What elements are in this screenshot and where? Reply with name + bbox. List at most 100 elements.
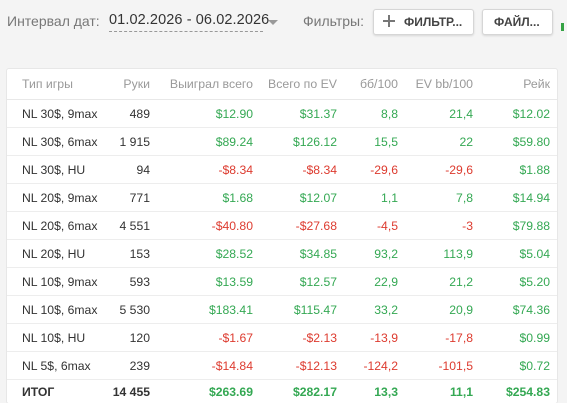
- rake-cell: $59.80: [512, 134, 550, 149]
- table-row[interactable]: NL 30$, 6max 1 915 $89.24 $126.12 15,5 2…: [7, 128, 557, 156]
- bb100-cell: 8,8: [381, 106, 398, 121]
- table-row[interactable]: NL 5$, 6max 239 -$14.84 -$12.13 -124,2 -…: [7, 352, 557, 380]
- won-total-cell: -$8.34: [218, 162, 253, 177]
- total-label: ИТОГ: [22, 385, 55, 399]
- won-total-cell: -$14.84: [211, 358, 253, 373]
- bb100-cell: 1,1: [381, 190, 398, 205]
- rake-cell: $12.02: [512, 106, 550, 121]
- chevron-down-icon[interactable]: [268, 20, 278, 25]
- table-row[interactable]: NL 10$, 6max 5 530 $183.41 $115.47 33,2 …: [7, 296, 557, 324]
- hands-cell: 771: [129, 190, 150, 205]
- game-type-cell: NL 20$, 6max: [22, 218, 98, 233]
- toolbar: Интервал дат: 01.02.2026 - 06.02.2026 Фи…: [0, 0, 567, 46]
- date-range-underline: [109, 31, 263, 32]
- total-ev: $282.17: [292, 385, 337, 399]
- table-row[interactable]: NL 30$, HU 94 -$8.34 -$8.34 -29,6 -29,6 …: [7, 156, 557, 184]
- ev-total-cell: -$12.13: [295, 358, 337, 373]
- ev-bb100-cell: -17,8: [445, 330, 473, 345]
- ev-total-cell: $115.47: [293, 302, 337, 317]
- hands-cell: 120: [129, 330, 150, 345]
- total-hands: 14 455: [112, 385, 150, 399]
- hands-cell: 94: [136, 162, 150, 177]
- game-type-cell: NL 30$, 9max: [22, 106, 98, 121]
- ev-bb100-cell: -101,5: [438, 358, 473, 373]
- ev-total-cell: $34.85: [299, 246, 337, 261]
- ev-bb100-cell: -29,6: [445, 162, 473, 177]
- rake-cell: $5.04: [519, 246, 551, 261]
- ev-bb100-cell: 7,8: [456, 190, 473, 205]
- game-type-cell: NL 5$, 6max: [22, 358, 91, 373]
- table-row[interactable]: NL 20$, 6max 4 551 -$40.80 -$27.68 -4,5 …: [7, 212, 557, 240]
- stats-table: Тип игры Руки Выиграл всего Всего по EV …: [7, 69, 557, 403]
- rake-cell: $14.94: [512, 190, 550, 205]
- hands-cell: 593: [129, 274, 150, 289]
- total-row: ИТОГ 14 455 $263.69 $282.17 13,3 11,1 $2…: [7, 380, 557, 403]
- game-type-cell: NL 10$, 6max: [22, 302, 98, 317]
- won-total-cell: $28.52: [215, 246, 253, 261]
- hands-cell: 153: [129, 246, 150, 261]
- ev-bb100-cell: 22: [459, 134, 473, 149]
- ev-total-cell: -$2.13: [302, 330, 337, 345]
- game-type-cell: NL 20$, 9max: [22, 190, 98, 205]
- stats-card: Тип игры Руки Выиграл всего Всего по EV …: [7, 69, 557, 403]
- header-bb100[interactable]: бб/100: [359, 77, 398, 91]
- bb100-cell: 33,2: [374, 302, 398, 317]
- ev-total-cell: $12.57: [299, 274, 337, 289]
- ev-total-cell: $12.07: [299, 190, 337, 205]
- bb100-cell: -124,2: [363, 358, 398, 373]
- header-won-total[interactable]: Выиграл всего: [169, 77, 253, 91]
- bb100-cell: -29,6: [370, 162, 398, 177]
- won-total-cell: -$40.80: [211, 218, 253, 233]
- rake-cell: $5.20: [519, 274, 551, 289]
- header-game-type[interactable]: Тип игры: [22, 77, 73, 91]
- table-row[interactable]: NL 20$, 9max 771 $1.68 $12.07 1,1 7,8 $1…: [7, 184, 557, 212]
- bb100-cell: 93,2: [374, 246, 398, 261]
- header-ev-total[interactable]: Всего по EV: [268, 77, 337, 91]
- header-rake[interactable]: Рейк: [523, 77, 550, 91]
- file-button[interactable]: ФАЙЛ...: [482, 9, 553, 35]
- table-row[interactable]: NL 10$, 9max 593 $13.59 $12.57 22,9 21,2…: [7, 268, 557, 296]
- game-type-cell: NL 20$, HU: [22, 246, 86, 261]
- hands-cell: 5 530: [119, 302, 151, 317]
- table-row[interactable]: NL 20$, HU 153 $28.52 $34.85 93,2 113,9 …: [7, 240, 557, 268]
- green-bar: [561, 23, 564, 31]
- game-type-cell: NL 30$, 6max: [22, 134, 98, 149]
- ev-total-cell: $126.12: [292, 134, 337, 149]
- won-total-cell: $183.41: [208, 302, 253, 317]
- won-total-cell: $89.24: [215, 134, 253, 149]
- won-total-cell: $1.68: [222, 190, 254, 205]
- table-header: Тип игры Руки Выиграл всего Всего по EV …: [7, 69, 557, 100]
- won-total-cell: $13.59: [215, 274, 253, 289]
- bb100-cell: -13,9: [370, 330, 398, 345]
- game-type-cell: NL 30$, HU: [22, 162, 86, 177]
- ev-total-cell: $31.37: [299, 106, 337, 121]
- date-range-picker[interactable]: 01.02.2026 - 06.02.2026: [109, 12, 270, 28]
- total-won: $263.69: [208, 385, 253, 399]
- ev-bb100-cell: 21,2: [449, 274, 473, 289]
- won-total-cell: -$1.67: [218, 330, 253, 345]
- game-type-cell: NL 10$, 9max: [22, 274, 98, 289]
- date-range-label: Интервал дат:: [7, 13, 100, 29]
- rake-cell: $1.88: [519, 162, 551, 177]
- plus-icon: [383, 15, 395, 27]
- rake-cell: $0.72: [519, 358, 551, 373]
- bb100-cell: -4,5: [376, 218, 398, 233]
- filters-label: Фильтры:: [303, 13, 364, 29]
- header-hands[interactable]: Руки: [123, 77, 150, 91]
- rake-cell: $0.99: [519, 330, 551, 345]
- ev-bb100-cell: 20,9: [449, 302, 473, 317]
- rake-cell: $74.36: [512, 302, 550, 317]
- ev-bb100-cell: 113,9: [443, 246, 473, 261]
- table-row[interactable]: NL 10$, HU 120 -$1.67 -$2.13 -13,9 -17,8…: [7, 324, 557, 352]
- file-button-label: ФАЙЛ...: [494, 15, 540, 29]
- won-total-cell: $12.90: [215, 106, 253, 121]
- ev-total-cell: -$27.68: [295, 218, 337, 233]
- filter-button-label: ФИЛЬТР...: [404, 15, 463, 29]
- green-bars-icon: [561, 13, 567, 31]
- filter-button[interactable]: ФИЛЬТР...: [373, 9, 474, 35]
- total-rake: $254.83: [505, 385, 550, 399]
- ev-bb100-cell: 21,4: [449, 106, 473, 121]
- hands-cell: 239: [129, 358, 150, 373]
- header-ev-bb100[interactable]: EV bb/100: [415, 77, 473, 91]
- table-row[interactable]: NL 30$, 9max 489 $12.90 $31.37 8,8 21,4 …: [7, 100, 557, 128]
